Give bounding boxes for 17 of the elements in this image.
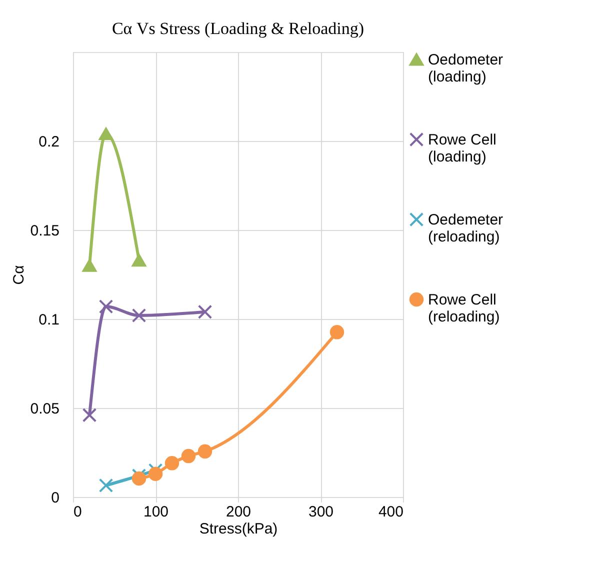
y-tick-label: 0.15 (30, 222, 60, 240)
y-tick-label: 0 (51, 490, 60, 506)
x-tick-label: 400 (378, 504, 404, 520)
x-tick-label: 200 (226, 504, 252, 520)
y-tick-label: 0.1 (38, 312, 60, 328)
x-tick-label: 100 (143, 504, 169, 520)
x-tick-label: 300 (308, 504, 334, 520)
y-tick-label: 0.2 (38, 134, 60, 150)
y-axis-title: Cα (10, 264, 28, 285)
legend-label: Rowe Cell (reloading) (428, 292, 500, 326)
legend-label: Oedometer (loading) (428, 52, 504, 86)
legend-label: Oedemeter (reloading) (428, 212, 504, 246)
chart-title: Cα Vs Stress (Loading & Reloading) (112, 19, 364, 38)
x-tick-label: 0 (74, 504, 82, 520)
x-axis-title: Stress(kPa) (199, 520, 278, 538)
y-tick-label: 0.05 (30, 400, 60, 418)
legend-label: Rowe Cell (loading) (428, 132, 496, 166)
